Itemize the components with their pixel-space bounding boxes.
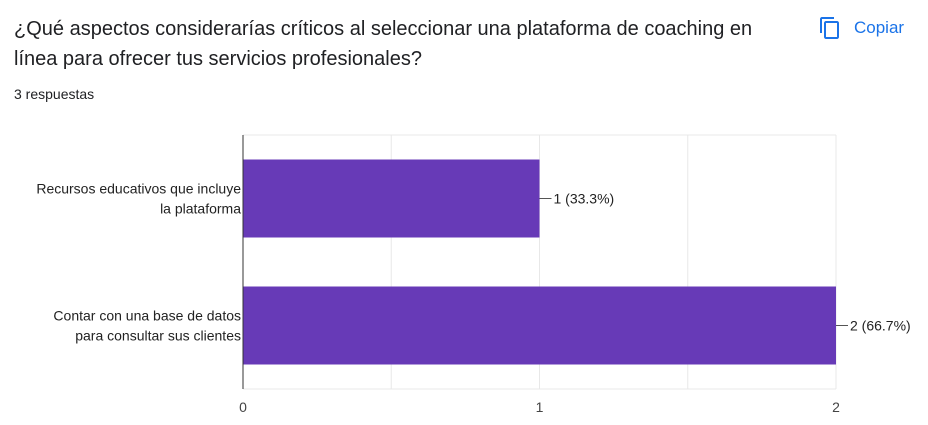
x-tick-label: 0 — [239, 399, 247, 415]
category-label: Contar con una base de datos — [53, 308, 241, 324]
question-title: ¿Qué aspectos considerarías críticos al … — [14, 18, 753, 70]
category-label: para consultar sus clientes — [75, 328, 241, 344]
bar — [243, 286, 836, 365]
value-label: 2 (66.7%) — [850, 318, 911, 334]
copy-label: Copiar — [854, 18, 905, 37]
x-tick-label: 1 — [536, 399, 544, 415]
copy-button[interactable]: Copiar — [812, 10, 910, 46]
value-label: 1 (33.3%) — [554, 191, 615, 207]
x-tick-label: 2 — [832, 399, 840, 415]
category-label: Recursos educativos que incluye — [36, 181, 241, 197]
category-label: la plataforma — [160, 201, 241, 217]
copy-icon — [820, 17, 839, 39]
bar — [243, 159, 540, 238]
response-count: 3 respuestas — [14, 86, 95, 102]
